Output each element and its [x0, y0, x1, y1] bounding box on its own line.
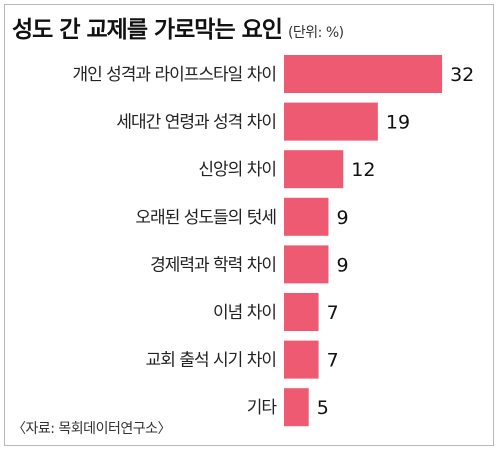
value-label: 7 [327, 302, 339, 324]
category-label: 개인 성격과 라이프스타일 차이 [72, 65, 276, 85]
category-label: 경제력과 학력 차이 [150, 255, 276, 275]
source-note: 〈자료: 목회데이터연구소〉 [12, 421, 171, 437]
value-label: 9 [336, 207, 348, 229]
category-label: 이념 차이 [213, 303, 276, 323]
bar-6 [284, 293, 319, 331]
bar-3 [284, 150, 344, 189]
value-label: 7 [327, 350, 339, 372]
value-label: 5 [317, 397, 329, 419]
bar-4 [284, 197, 329, 236]
bar-1 [284, 55, 443, 93]
bar-7 [284, 340, 319, 379]
category-label: 세대간 연령과 성격 차이 [116, 113, 276, 133]
bar-8 [284, 388, 309, 427]
value-label: 12 [351, 159, 375, 181]
unit-label: (단위: %) [287, 25, 344, 41]
bar-5 [284, 245, 329, 284]
value-label: 9 [336, 254, 348, 276]
bar-2 [284, 102, 378, 141]
category-label: 신앙의 차이 [198, 160, 276, 180]
title-row: 성도 간 교제를 가로막는 요인 (단위: %) [12, 10, 344, 44]
value-label: 19 [386, 112, 410, 134]
category-label: 기타 [247, 398, 278, 418]
chart-frame [4, 4, 494, 446]
value-label: 32 [450, 64, 474, 86]
category-label: 교회 출석 시기 차이 [146, 351, 276, 371]
category-label: 오래된 성도들의 텃세 [135, 208, 276, 228]
chart-title: 성도 간 교제를 가로막는 요인 [12, 17, 283, 43]
